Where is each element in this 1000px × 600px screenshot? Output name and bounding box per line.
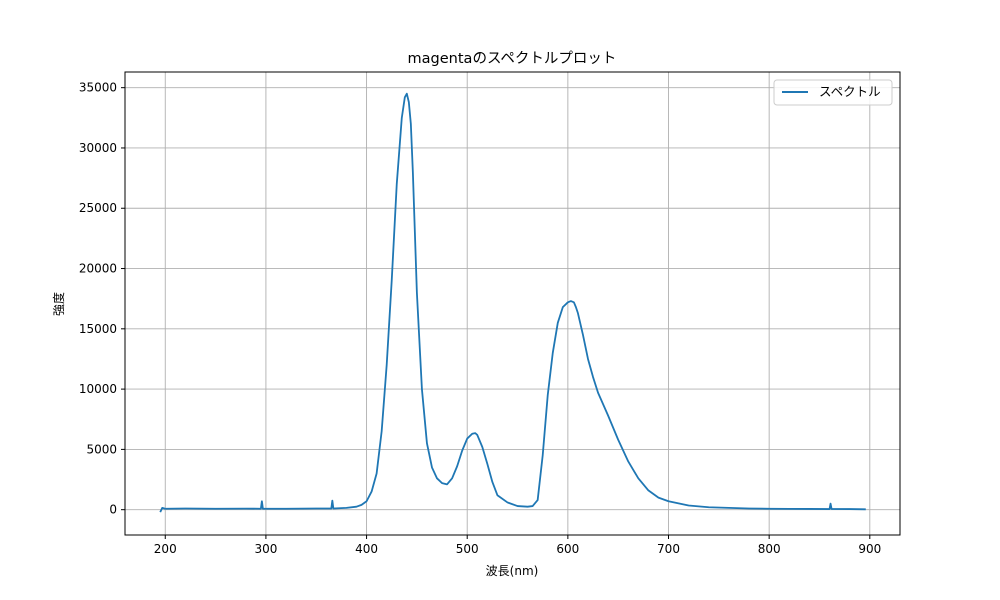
y-tick-label: 25000 xyxy=(79,201,117,215)
y-tick-label: 15000 xyxy=(79,322,117,336)
y-axis: 0 5000 10000 15000 20000 25000 30000 35000 xyxy=(79,81,125,517)
y-axis-label: 強度 xyxy=(51,292,66,316)
x-tick-label: 700 xyxy=(657,542,680,556)
x-tick-label: 800 xyxy=(758,542,781,556)
y-tick-label: 0 xyxy=(109,503,117,517)
spectrum-series-line xyxy=(159,92,866,513)
x-tick-label: 500 xyxy=(456,542,479,556)
x-axis: 200 300 400 500 600 700 800 900 xyxy=(154,535,881,556)
x-tick-label: 900 xyxy=(858,542,881,556)
y-tick-label: 35000 xyxy=(79,81,117,95)
chart-title: magentaのスペクトルプロット xyxy=(408,50,617,67)
legend-box xyxy=(773,79,893,106)
legend: スペクトル xyxy=(773,79,893,106)
y-tick-label: 20000 xyxy=(79,262,117,276)
y-tick-label: 10000 xyxy=(79,382,117,396)
plot-area xyxy=(159,92,866,513)
x-tick-label: 400 xyxy=(355,542,378,556)
x-axis-label: 波長(nm) xyxy=(486,564,539,578)
y-tick-label: 30000 xyxy=(79,141,117,155)
grid-lines xyxy=(125,72,900,535)
x-tick-label: 200 xyxy=(154,542,177,556)
y-tick-label: 5000 xyxy=(86,442,117,456)
legend-label: スペクトル xyxy=(819,84,881,99)
x-tick-label: 600 xyxy=(556,542,579,556)
plot-frame xyxy=(124,71,901,536)
x-tick-label: 300 xyxy=(254,542,277,556)
